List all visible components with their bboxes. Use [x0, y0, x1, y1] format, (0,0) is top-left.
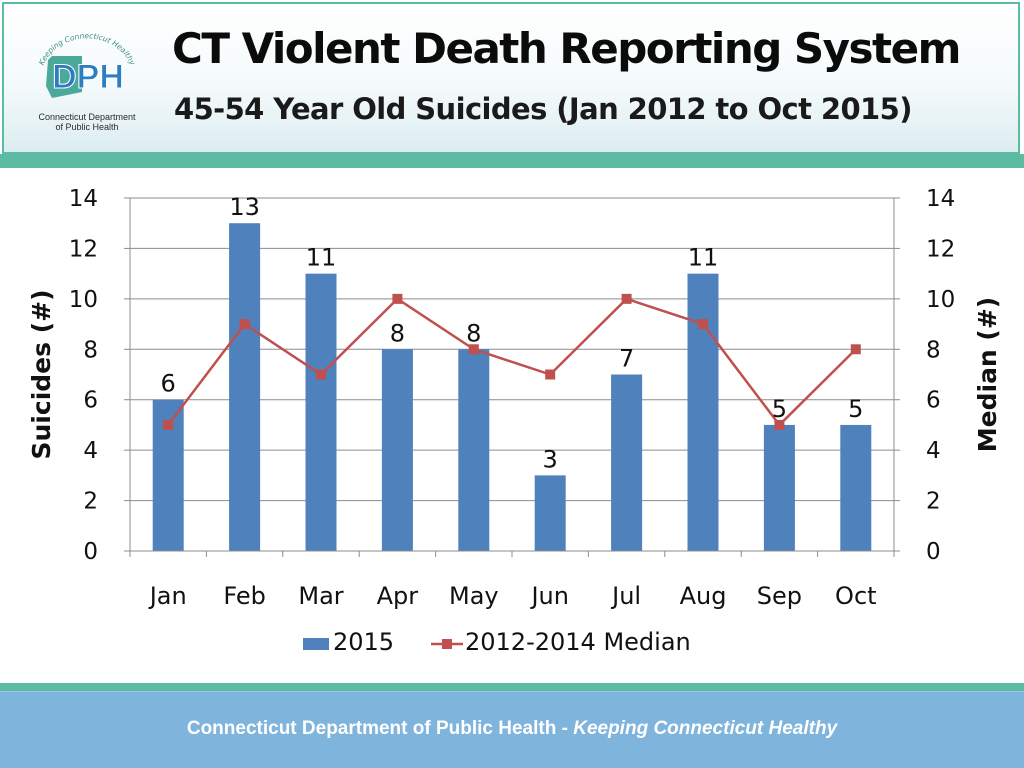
- bar-value-label: 7: [619, 345, 634, 373]
- x-category-label: May: [449, 582, 499, 610]
- bar-value-label: 6: [161, 370, 176, 398]
- median-marker-jul: [621, 293, 632, 304]
- bar-value-label: 5: [848, 395, 863, 423]
- footer-tagline: Keeping Connecticut Healthy: [573, 718, 838, 739]
- chart: 6 13 11 8 8 3 7 11 5 5 0 2 4 6 8 10 12 14 0 2 4 6 8 10 12 14 Ja…: [27, 186, 1002, 656]
- header-accent-band: [0, 154, 1024, 168]
- y2-tick-label: 2: [926, 489, 941, 515]
- median-marker-feb: [239, 319, 250, 330]
- x-category-label: Oct: [835, 582, 877, 610]
- bar-sep: [763, 424, 795, 551]
- x-category-label: Apr: [377, 582, 419, 610]
- x-category-label: Jan: [148, 582, 187, 610]
- y-axis-right-ticks: 0 2 4 6 8 10 12 14: [926, 186, 955, 565]
- bar-value-label: 13: [229, 193, 260, 221]
- page-title: CT Violent Death Reporting System: [172, 24, 961, 73]
- y-tick-label: 2: [83, 489, 98, 515]
- median-marker-may: [468, 344, 479, 355]
- legend-bar-swatch: [303, 638, 329, 650]
- bar-apr: [381, 349, 413, 551]
- page-subtitle: 45-54 Year Old Suicides (Jan 2012 to Oct…: [174, 92, 912, 126]
- axes: [124, 197, 900, 557]
- median-marker-mar: [316, 369, 326, 380]
- bar-value-label: 5: [772, 395, 787, 423]
- y2-axis-title: Median (#): [973, 297, 1002, 452]
- y-tick-label: 12: [69, 236, 98, 262]
- bar-aug: [687, 273, 719, 551]
- median-marker-oct: [850, 344, 861, 355]
- y2-tick-label: 0: [926, 539, 941, 565]
- y2-tick-label: 6: [926, 388, 941, 414]
- bar-value-label: 11: [688, 244, 719, 272]
- bar-may: [458, 349, 490, 551]
- y2-tick-label: 8: [926, 337, 941, 363]
- bar-value-label: 11: [306, 244, 337, 272]
- x-category-label: Jul: [610, 582, 641, 610]
- x-category-label: Jun: [529, 582, 569, 610]
- y-tick-label: 14: [69, 186, 98, 212]
- header: Keeping Connecticut Healthy DPH Connecti…: [0, 0, 1024, 168]
- y2-tick-label: 12: [926, 236, 955, 262]
- y-tick-label: 4: [83, 438, 98, 464]
- bar-value-label: 8: [466, 319, 481, 347]
- x-category-label: Feb: [223, 582, 266, 610]
- footer-organization: Connecticut Department of Public Health: [186, 718, 557, 739]
- median-marker-jun: [545, 369, 556, 380]
- median-marker-apr: [392, 293, 403, 304]
- median-line: [167, 297, 857, 427]
- y-tick-label: 0: [83, 539, 98, 565]
- footer-accent-band: [0, 683, 1024, 691]
- x-axis-categories: Jan Feb Mar Apr May Jun Jul Aug Sep Oct: [148, 582, 877, 610]
- dph-logo-icon: Keeping Connecticut Healthy DPH Connecti…: [37, 31, 137, 132]
- x-category-label: Sep: [757, 582, 802, 610]
- logo-state-shape: [46, 56, 82, 98]
- legend-marker-swatch: [442, 639, 452, 649]
- logo-caption-line1: Connecticut Department: [38, 112, 136, 122]
- y-axis-left-ticks: 0 2 4 6 8 10 12 14: [69, 186, 98, 565]
- bar-oct: [840, 424, 872, 551]
- logo-wordmark: DPH: [52, 58, 124, 96]
- legend-label-median: 2012-2014 Median: [465, 628, 691, 656]
- y2-tick-label: 4: [926, 438, 941, 464]
- median-line-series: [163, 293, 861, 430]
- bar-series: [152, 223, 872, 551]
- footer-text: Connecticut Department of Public Health …: [0, 718, 1024, 740]
- legend-label-2015: 2015: [333, 628, 394, 656]
- median-marker-aug: [698, 319, 708, 330]
- bar-value-label: 3: [543, 445, 558, 473]
- bar-jun: [534, 475, 566, 551]
- y2-tick-label: 10: [926, 287, 955, 313]
- bar-feb: [229, 223, 261, 551]
- y-tick-label: 6: [83, 388, 98, 414]
- data-labels: 6 13 11 8 8 3 7 11 5 5: [161, 193, 864, 473]
- x-category-label: Mar: [298, 582, 343, 610]
- header-panel: [2, 2, 1020, 154]
- footer: Connecticut Department of Public Health …: [0, 691, 1024, 768]
- footer-separator: -: [556, 718, 574, 739]
- x-category-label: Aug: [680, 582, 727, 610]
- legend: 2015 2012-2014 Median: [303, 628, 691, 656]
- bar-jul: [611, 374, 643, 551]
- y-tick-label: 10: [69, 287, 98, 313]
- median-marker-jan: [163, 419, 174, 430]
- median-marker-sep: [774, 419, 785, 430]
- y-tick-label: 8: [83, 337, 98, 363]
- bar-mar: [305, 273, 337, 551]
- y2-tick-label: 14: [926, 186, 955, 212]
- bar-value-label: 8: [390, 319, 405, 347]
- y-axis-title: Suicides (#): [27, 290, 56, 460]
- logo-caption-line2: of Public Health: [55, 122, 118, 132]
